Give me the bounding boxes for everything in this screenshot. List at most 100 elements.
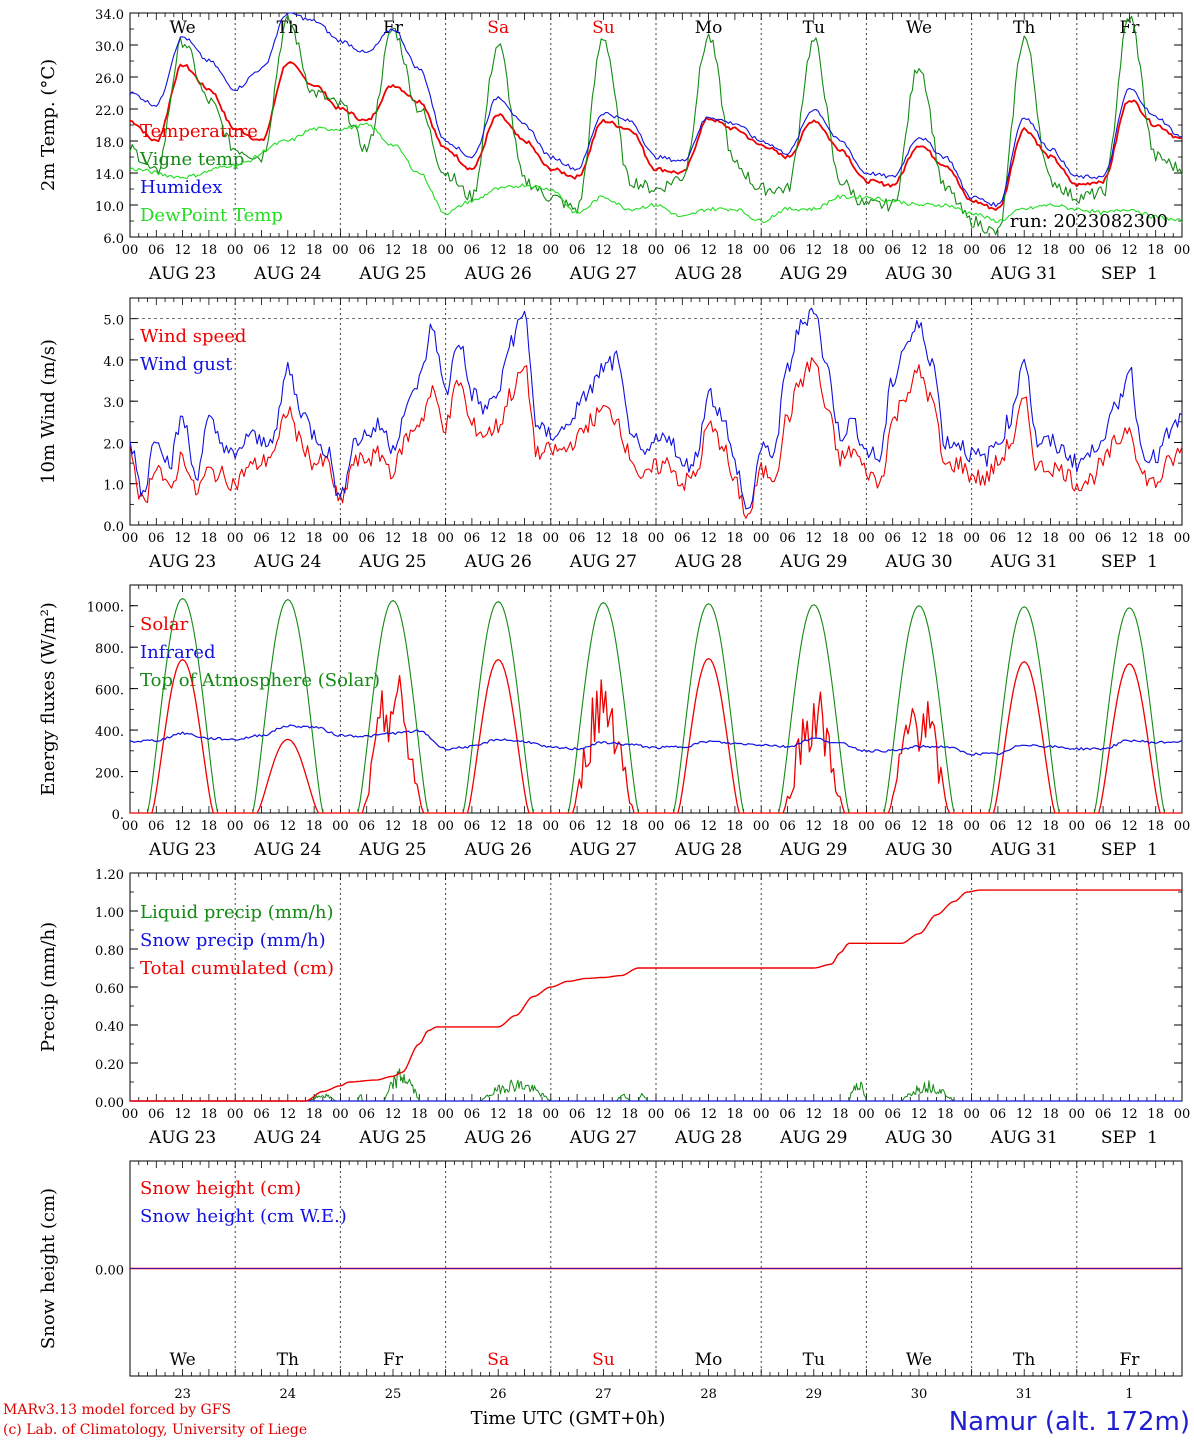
hour-tick-label: 18: [727, 531, 744, 546]
day-label: Mo: [695, 18, 723, 38]
hour-tick-label: 18: [516, 531, 533, 546]
day-label: Mo: [695, 1350, 723, 1370]
hour-tick-label: 00: [858, 819, 875, 834]
hour-tick-label: 06: [674, 531, 691, 546]
hour-tick-label: 12: [700, 819, 717, 834]
y-tick-label: 2.0: [103, 437, 124, 452]
series-line-wind-speed: [129, 357, 1183, 519]
day-label: Fr: [1119, 18, 1140, 38]
hour-tick-label: 12: [280, 531, 297, 546]
x-axis-label: Time UTC (GMT+0h): [471, 1408, 666, 1429]
y-axis-label: Energy fluxes (W/m²): [38, 602, 59, 796]
hour-tick-label: 12: [595, 1107, 612, 1122]
date-label: AUG 30: [884, 552, 952, 572]
hour-tick-label: 00: [963, 819, 980, 834]
date-label: SEP 1: [1101, 264, 1158, 284]
y-tick-label: 400.: [95, 725, 124, 740]
hour-tick-label: 00: [227, 819, 244, 834]
series-line-wind-gust: [129, 307, 1183, 510]
hour-tick-label: 06: [884, 243, 901, 258]
legend-entry: Snow height (cm W.E.): [140, 1206, 347, 1227]
hour-tick-label: 18: [201, 1107, 218, 1122]
date-label: AUG 26: [464, 264, 532, 284]
y-tick-label: 0.0: [103, 520, 124, 535]
hour-tick-label: 00: [1174, 1107, 1191, 1122]
hour-tick-label: 18: [1147, 1107, 1164, 1122]
day-label: Tu: [803, 18, 825, 38]
hour-tick-label: 12: [911, 1107, 928, 1122]
hour-tick-label: 00: [543, 531, 560, 546]
hour-tick-label: 12: [806, 1107, 823, 1122]
y-tick-label: 0.40: [95, 1020, 124, 1035]
date-label: AUG 27: [569, 1128, 637, 1148]
hour-tick-label: 06: [464, 243, 481, 258]
hour-tick-label: 06: [358, 243, 375, 258]
hour-tick-label: 06: [253, 819, 270, 834]
legend-entry: Solar: [140, 614, 189, 635]
date-label: AUG 30: [884, 840, 952, 860]
hour-tick-label: 18: [1147, 819, 1164, 834]
hour-tick-label: 18: [411, 531, 428, 546]
hour-tick-label: 12: [280, 1107, 297, 1122]
hour-tick-label: 00: [437, 243, 454, 258]
y-tick-label: 0.80: [95, 944, 124, 959]
date-label: AUG 24: [253, 264, 321, 284]
date-label: AUG 26: [464, 552, 532, 572]
hour-tick-label: 18: [1042, 531, 1059, 546]
date-label: AUG 31: [990, 552, 1058, 572]
hour-tick-label: 18: [516, 819, 533, 834]
hour-tick-label: 06: [884, 1107, 901, 1122]
date-label: AUG 28: [674, 264, 742, 284]
y-tick-label: 30.0: [95, 40, 124, 55]
hour-tick-label: 18: [306, 819, 323, 834]
hour-tick-label: 06: [990, 1107, 1007, 1122]
hour-tick-label: 00: [753, 243, 770, 258]
day-label: We: [170, 1350, 196, 1370]
day-label: Fr: [1119, 1350, 1140, 1370]
date-label: AUG 29: [779, 840, 847, 860]
hour-tick-label: 12: [1016, 531, 1033, 546]
hour-tick-label: 12: [700, 531, 717, 546]
hour-tick-label: 18: [201, 243, 218, 258]
hour-tick-label: 00: [1069, 531, 1086, 546]
hour-tick-label: 12: [385, 819, 402, 834]
date-label: AUG 24: [253, 840, 321, 860]
hour-tick-label: 00: [122, 243, 139, 258]
day-number: 28: [700, 1387, 717, 1402]
date-label: AUG 25: [358, 840, 426, 860]
panel-1: 34.0 30.0 26.0 22.0 18.0 14.0 10.0 6.0 2m Temp. …: [38, 8, 1190, 284]
hour-tick-label: 00: [1069, 1107, 1086, 1122]
hour-tick-label: 18: [516, 243, 533, 258]
hour-tick-label: 12: [911, 819, 928, 834]
hour-tick-label: 00: [858, 1107, 875, 1122]
date-label: AUG 27: [569, 264, 637, 284]
hour-tick-label: 12: [1121, 819, 1138, 834]
hour-tick-label: 06: [464, 819, 481, 834]
hour-tick-label: 12: [174, 1107, 191, 1122]
hour-tick-label: 00: [543, 243, 560, 258]
hour-tick-label: 00: [227, 243, 244, 258]
hour-tick-label: 12: [595, 531, 612, 546]
hour-tick-label: 12: [1016, 243, 1033, 258]
day-number: 25: [385, 1387, 402, 1402]
hour-tick-label: 12: [1121, 1107, 1138, 1122]
hour-tick-label: 12: [385, 243, 402, 258]
date-label: AUG 25: [358, 552, 426, 572]
y-tick-label: 6.0: [103, 232, 124, 247]
day-number: 30: [911, 1387, 928, 1402]
hour-tick-label: 06: [779, 531, 796, 546]
hour-tick-label: 00: [332, 819, 349, 834]
legend-entry: Infrared: [140, 642, 215, 663]
hour-tick-label: 06: [1095, 531, 1112, 546]
hour-tick-label: 00: [437, 1107, 454, 1122]
date-label: AUG 24: [253, 552, 321, 572]
hour-tick-label: 06: [464, 531, 481, 546]
hour-tick-label: 12: [385, 531, 402, 546]
hour-tick-label: 12: [490, 819, 507, 834]
hour-tick-label: 12: [1016, 819, 1033, 834]
y-axis-label: 2m Temp. (°C): [38, 59, 59, 191]
date-label: AUG 29: [779, 552, 847, 572]
panel-2: 5.0 4.0 3.0 2.0 1.0 0.0 10m Wind (m/s) 00 06 12 18…: [38, 297, 1190, 572]
y-tick-label: 5.0: [103, 314, 124, 329]
hour-tick-label: 00: [648, 1107, 665, 1122]
